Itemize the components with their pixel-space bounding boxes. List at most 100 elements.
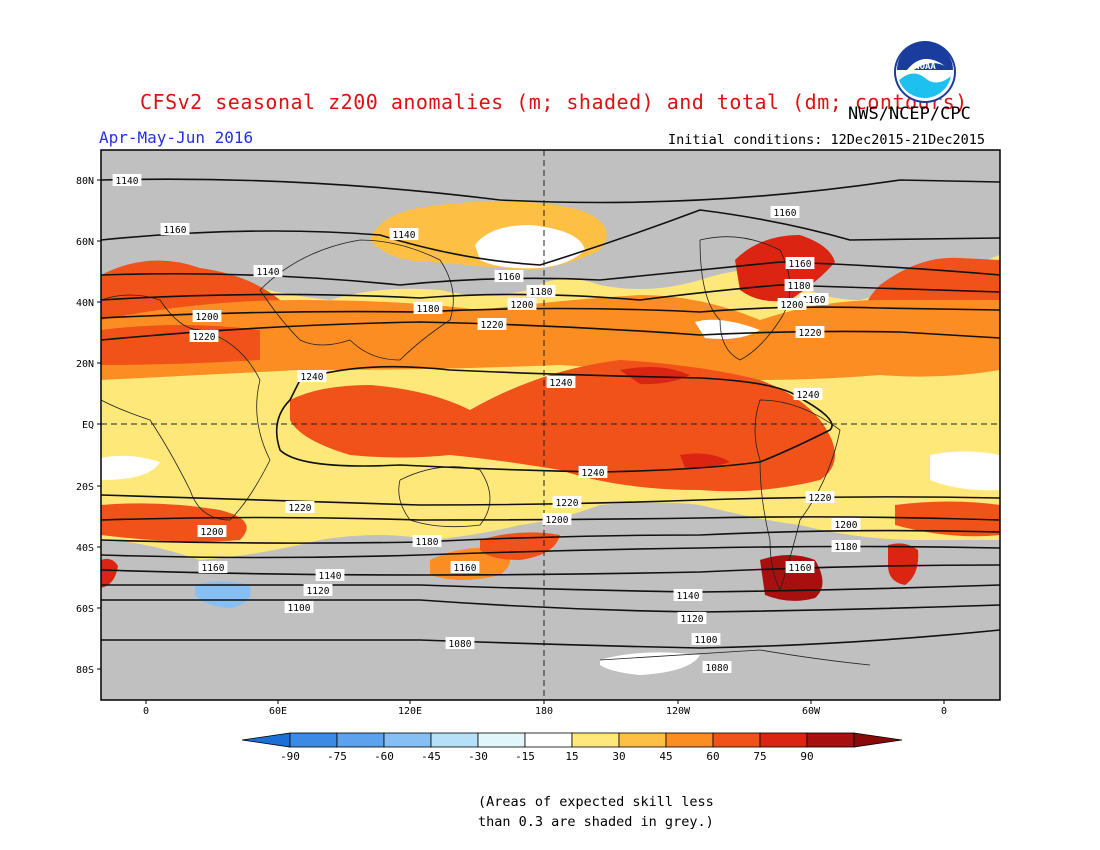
contour-label-box bbox=[677, 612, 707, 624]
contour-label-box bbox=[526, 285, 556, 297]
initial-conditions-label: Initial conditions: 12Dec2015-21Dec2015 bbox=[668, 132, 985, 148]
lon-tick-label: 120E bbox=[398, 706, 422, 717]
contour-label-box bbox=[546, 376, 576, 388]
lat-tick-label: 40S bbox=[76, 543, 94, 554]
contour-label-box bbox=[799, 293, 829, 305]
contour-label-box bbox=[831, 540, 861, 552]
lat-tick-label: 60N bbox=[76, 237, 94, 248]
contour-label: 1240 bbox=[301, 372, 324, 383]
contour-label-box bbox=[112, 174, 142, 186]
colorbar-label: 30 bbox=[612, 750, 625, 763]
skill-caption: (Areas of expected skill less than 0.3 a… bbox=[478, 792, 714, 832]
contour-label: 1140 bbox=[393, 230, 416, 241]
colorbar-label: 60 bbox=[706, 750, 719, 763]
lat-tick-label: 60S bbox=[76, 604, 94, 615]
colorbar-right-arrow bbox=[853, 732, 903, 748]
contour-label: 1160 bbox=[789, 259, 812, 270]
colorbar-label: -30 bbox=[468, 750, 488, 763]
contour-label: 1100 bbox=[288, 603, 311, 614]
anomaly-mideast bbox=[101, 325, 260, 365]
anomaly-west-africa-blob bbox=[101, 558, 118, 588]
contour-label: 1240 bbox=[582, 468, 605, 479]
noaa-logo: NOAA bbox=[894, 41, 956, 103]
contour-label-box bbox=[805, 491, 835, 503]
contour-label: 1180 bbox=[788, 281, 811, 292]
lat-tick-label: EQ bbox=[82, 420, 94, 431]
map-plot-area bbox=[101, 150, 1000, 700]
contour-label: 1240 bbox=[797, 390, 820, 401]
colorbar-label: 90 bbox=[800, 750, 813, 763]
contour-label-box bbox=[770, 206, 800, 218]
contour-label: 1220 bbox=[556, 498, 579, 509]
anomaly-negative bbox=[195, 581, 251, 608]
colorbar-label: 15 bbox=[565, 750, 578, 763]
longitude-axis: 0 60E 120E 180 120W 60W 0 bbox=[143, 700, 947, 717]
colorbar-swatch bbox=[477, 732, 526, 748]
colorbar-label: 45 bbox=[659, 750, 672, 763]
contour-label-box bbox=[702, 661, 732, 673]
anomaly-tropical-max-2 bbox=[680, 453, 730, 469]
contour-label-box bbox=[253, 265, 283, 277]
colorbar-swatch bbox=[759, 732, 808, 748]
contour-label: 1220 bbox=[289, 503, 312, 514]
contour-label: 1140 bbox=[116, 176, 139, 187]
contour-label: 1160 bbox=[202, 563, 225, 574]
agency-label: NWS/NCEP/CPC bbox=[848, 104, 971, 124]
contour-label: 1160 bbox=[164, 225, 187, 236]
contour-label: 1160 bbox=[774, 208, 797, 219]
colorbar-label: -90 bbox=[280, 750, 300, 763]
lat-tick-label: 20N bbox=[76, 359, 94, 370]
contour-label-box bbox=[284, 601, 314, 613]
colorbar-swatch bbox=[383, 732, 432, 748]
colorbar-label: -60 bbox=[374, 750, 394, 763]
lon-tick-label: 0 bbox=[941, 706, 947, 717]
colorbar-swatch bbox=[336, 732, 385, 748]
contour-label: 1220 bbox=[799, 328, 822, 339]
colorbar-swatch bbox=[665, 732, 714, 748]
colorbar-left-arrow bbox=[241, 732, 291, 748]
contour-label-box bbox=[192, 310, 222, 322]
contour-label-box bbox=[389, 228, 419, 240]
anomaly-band-45 bbox=[101, 295, 1000, 380]
anomaly-white-africa bbox=[101, 455, 160, 480]
contour-label-box bbox=[494, 270, 524, 282]
contour-label: 1180 bbox=[530, 287, 553, 298]
colorbar-swatch bbox=[571, 732, 620, 748]
contour-label-box bbox=[285, 501, 315, 513]
contour-label-box bbox=[578, 466, 608, 478]
contour-label: 1100 bbox=[695, 635, 718, 646]
contour-label-box bbox=[831, 518, 861, 530]
lat-tick-label: 40N bbox=[76, 298, 94, 309]
contour-label: 1200 bbox=[835, 520, 858, 531]
colorbar-swatch bbox=[430, 732, 479, 748]
contour-label: 1200 bbox=[511, 300, 534, 311]
colorbar-label: 75 bbox=[753, 750, 766, 763]
contour-label: 1180 bbox=[835, 542, 858, 553]
contour-label: 1180 bbox=[417, 304, 440, 315]
anomaly-white-atlantic bbox=[930, 451, 1000, 491]
latitude-axis: 80N 60N 40N 20N EQ 20S 40S 60S 80S bbox=[76, 176, 101, 676]
contour-label: 1240 bbox=[550, 378, 573, 389]
contour-label-box bbox=[413, 302, 443, 314]
svg-text:NOAA: NOAA bbox=[914, 62, 936, 72]
lon-tick-label: 120W bbox=[666, 706, 691, 717]
contour-label-box bbox=[315, 569, 345, 581]
contour-label-box bbox=[777, 298, 807, 310]
contour-label-box bbox=[785, 257, 815, 269]
low-skill-south bbox=[101, 502, 1000, 700]
contour-label: 1140 bbox=[319, 571, 342, 582]
contour-label: 1220 bbox=[809, 493, 832, 504]
contour-label: 1160 bbox=[454, 563, 477, 574]
colorbar-swatch bbox=[618, 732, 667, 748]
lon-tick-label: 0 bbox=[143, 706, 149, 717]
contour-labels: 1140 1160 1140 1160 1140 1160 1180 1160 1200 1180… bbox=[112, 174, 861, 674]
anomaly-north-pacific-white bbox=[475, 225, 585, 269]
colorbar-swatch bbox=[712, 732, 761, 748]
contour-label: 1140 bbox=[677, 591, 700, 602]
chart-title: CFSv2 seasonal z200 anomalies (m; shaded… bbox=[140, 90, 968, 114]
contour-label: 1140 bbox=[257, 267, 280, 278]
contour-label-box bbox=[785, 561, 815, 573]
contour-label-box bbox=[445, 637, 475, 649]
contour-label: 1080 bbox=[706, 663, 729, 674]
